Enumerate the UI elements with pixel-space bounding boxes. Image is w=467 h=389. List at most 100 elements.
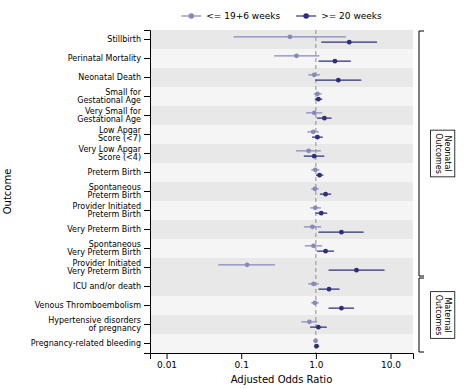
point-estimate (312, 300, 317, 305)
y-axis-title: Outcome (2, 169, 13, 215)
point-estimate (310, 224, 315, 229)
x-axis-title: Adjusted Odds Ratio (231, 374, 333, 385)
row-stripe (150, 144, 413, 163)
x-tick-label: 0.01 (157, 360, 177, 370)
point-estimate (245, 262, 250, 267)
group-label: MaternalOutcomes (434, 295, 452, 336)
row-stripe (150, 277, 413, 296)
point-estimate (294, 53, 299, 58)
y-tick: SpontaneousVery Preterm Birth (67, 240, 150, 258)
y-tick-label: Venous Thromboembolism (35, 301, 142, 310)
y-tick-label: Very Low ApgarScore (<4) (79, 145, 142, 163)
y-tick-mark (144, 229, 150, 230)
y-tick: Very Low ApgarScore (<4) (79, 145, 150, 163)
y-tick-mark (144, 134, 150, 135)
point-estimate (316, 97, 321, 102)
y-tick: Neonatal Death (78, 73, 150, 82)
y-tick-mark (144, 96, 150, 97)
group-label-box: MaternalOutcomes (431, 292, 455, 339)
y-tick: Very Small forGestational Age (77, 107, 150, 125)
y-tick-label: Very Preterm Birth (67, 225, 141, 234)
y-tick: Provider InitiatedPreterm Birth (72, 202, 150, 220)
group-label-frame (431, 292, 455, 339)
y-axis-line (144, 31, 151, 354)
row-stripe (150, 30, 413, 49)
x-tick-label: 0.1 (235, 360, 249, 370)
y-tick: Low ApgarScore (<7) (98, 126, 150, 144)
legend-swatch-marker (188, 13, 194, 19)
x-tick-label: 1.0 (309, 360, 324, 370)
point-estimate (313, 338, 318, 343)
stripes (150, 30, 413, 353)
point-estimate (333, 59, 338, 64)
point-estimate (313, 205, 318, 210)
x-tick: 0.1 (235, 353, 249, 370)
point-estimate (347, 40, 352, 45)
x-tick: 0.01 (157, 353, 177, 370)
y-tick: Preterm Birth (88, 168, 150, 177)
y-tick: Hypertensive disordersof pregnancy (48, 316, 150, 334)
point-estimate (315, 135, 320, 140)
y-tick-label: Provider InitiatedVery Preterm Birth (67, 259, 141, 277)
point-estimate (314, 344, 319, 349)
y-tick: Stillbirth (107, 35, 150, 44)
y-tick-mark (144, 77, 150, 78)
row-stripe (150, 182, 413, 201)
x-tick-mark (241, 353, 242, 359)
legend: <= 19+6 weeks>= 20 weeks (181, 11, 382, 21)
y-tick-mark (144, 305, 150, 306)
bracket-line (419, 278, 424, 352)
y-tick-mark (144, 115, 150, 116)
y-tick: Venous Thromboembolism (35, 301, 150, 310)
point-estimate (319, 211, 324, 216)
group-label: NeonatalOutcomes (434, 133, 452, 174)
y-tick-mark (144, 210, 150, 211)
y-tick-mark (144, 172, 150, 173)
point-estimate (311, 129, 316, 134)
point-estimate (312, 154, 317, 159)
y-tick-label: Small forGestational Age (77, 88, 142, 106)
x-tick-mark (391, 353, 392, 359)
point-estimate (327, 287, 332, 292)
y-tick: Very Preterm Birth (67, 225, 150, 234)
point-estimate (312, 186, 317, 191)
y-tick-mark (144, 343, 150, 344)
y-tick-label: SpontaneousPreterm Birth (88, 183, 141, 201)
point-estimate (313, 167, 318, 172)
y-tick: SpontaneousPreterm Birth (88, 183, 150, 201)
row-stripe (150, 163, 413, 182)
row-stripe (150, 125, 413, 144)
row-stripe (150, 239, 413, 258)
y-tick-mark (144, 248, 150, 249)
y-tick-mark (144, 58, 150, 59)
point-estimate (339, 230, 344, 235)
y-tick-label: Preterm Birth (88, 168, 141, 177)
point-estimate (316, 325, 321, 330)
y-tick: ICU and/or death (73, 282, 150, 291)
y-tick: Small forGestational Age (77, 88, 150, 106)
row-stripe (150, 220, 413, 239)
y-tick-label: Hypertensive disordersof pregnancy (48, 316, 141, 334)
x-tick: 1.0 (309, 353, 324, 370)
point-estimate (311, 243, 316, 248)
x-tick-mark (316, 353, 317, 359)
marks (219, 30, 384, 353)
point-estimate (312, 110, 317, 115)
point-estimate (323, 249, 328, 254)
row-stripe (150, 68, 413, 87)
point-estimate (311, 281, 316, 286)
point-estimate (317, 173, 322, 178)
y-tick-label: Provider InitiatedPreterm Birth (72, 202, 141, 220)
point-estimate (339, 306, 344, 311)
point-estimate (323, 192, 328, 197)
point-estimate (288, 34, 293, 39)
x-tick: 10.0 (381, 353, 401, 370)
group-label-frame (431, 130, 455, 177)
point-estimate (336, 78, 341, 83)
y-tick: Provider InitiatedVery Preterm Birth (67, 259, 150, 277)
x-axis-line (151, 354, 414, 360)
row-stripe (150, 87, 413, 106)
row-stripe (150, 296, 413, 315)
chart: 0.010.11.010.0StillbirthPerinatal Mortal… (0, 0, 467, 389)
group-bracket (419, 278, 424, 352)
